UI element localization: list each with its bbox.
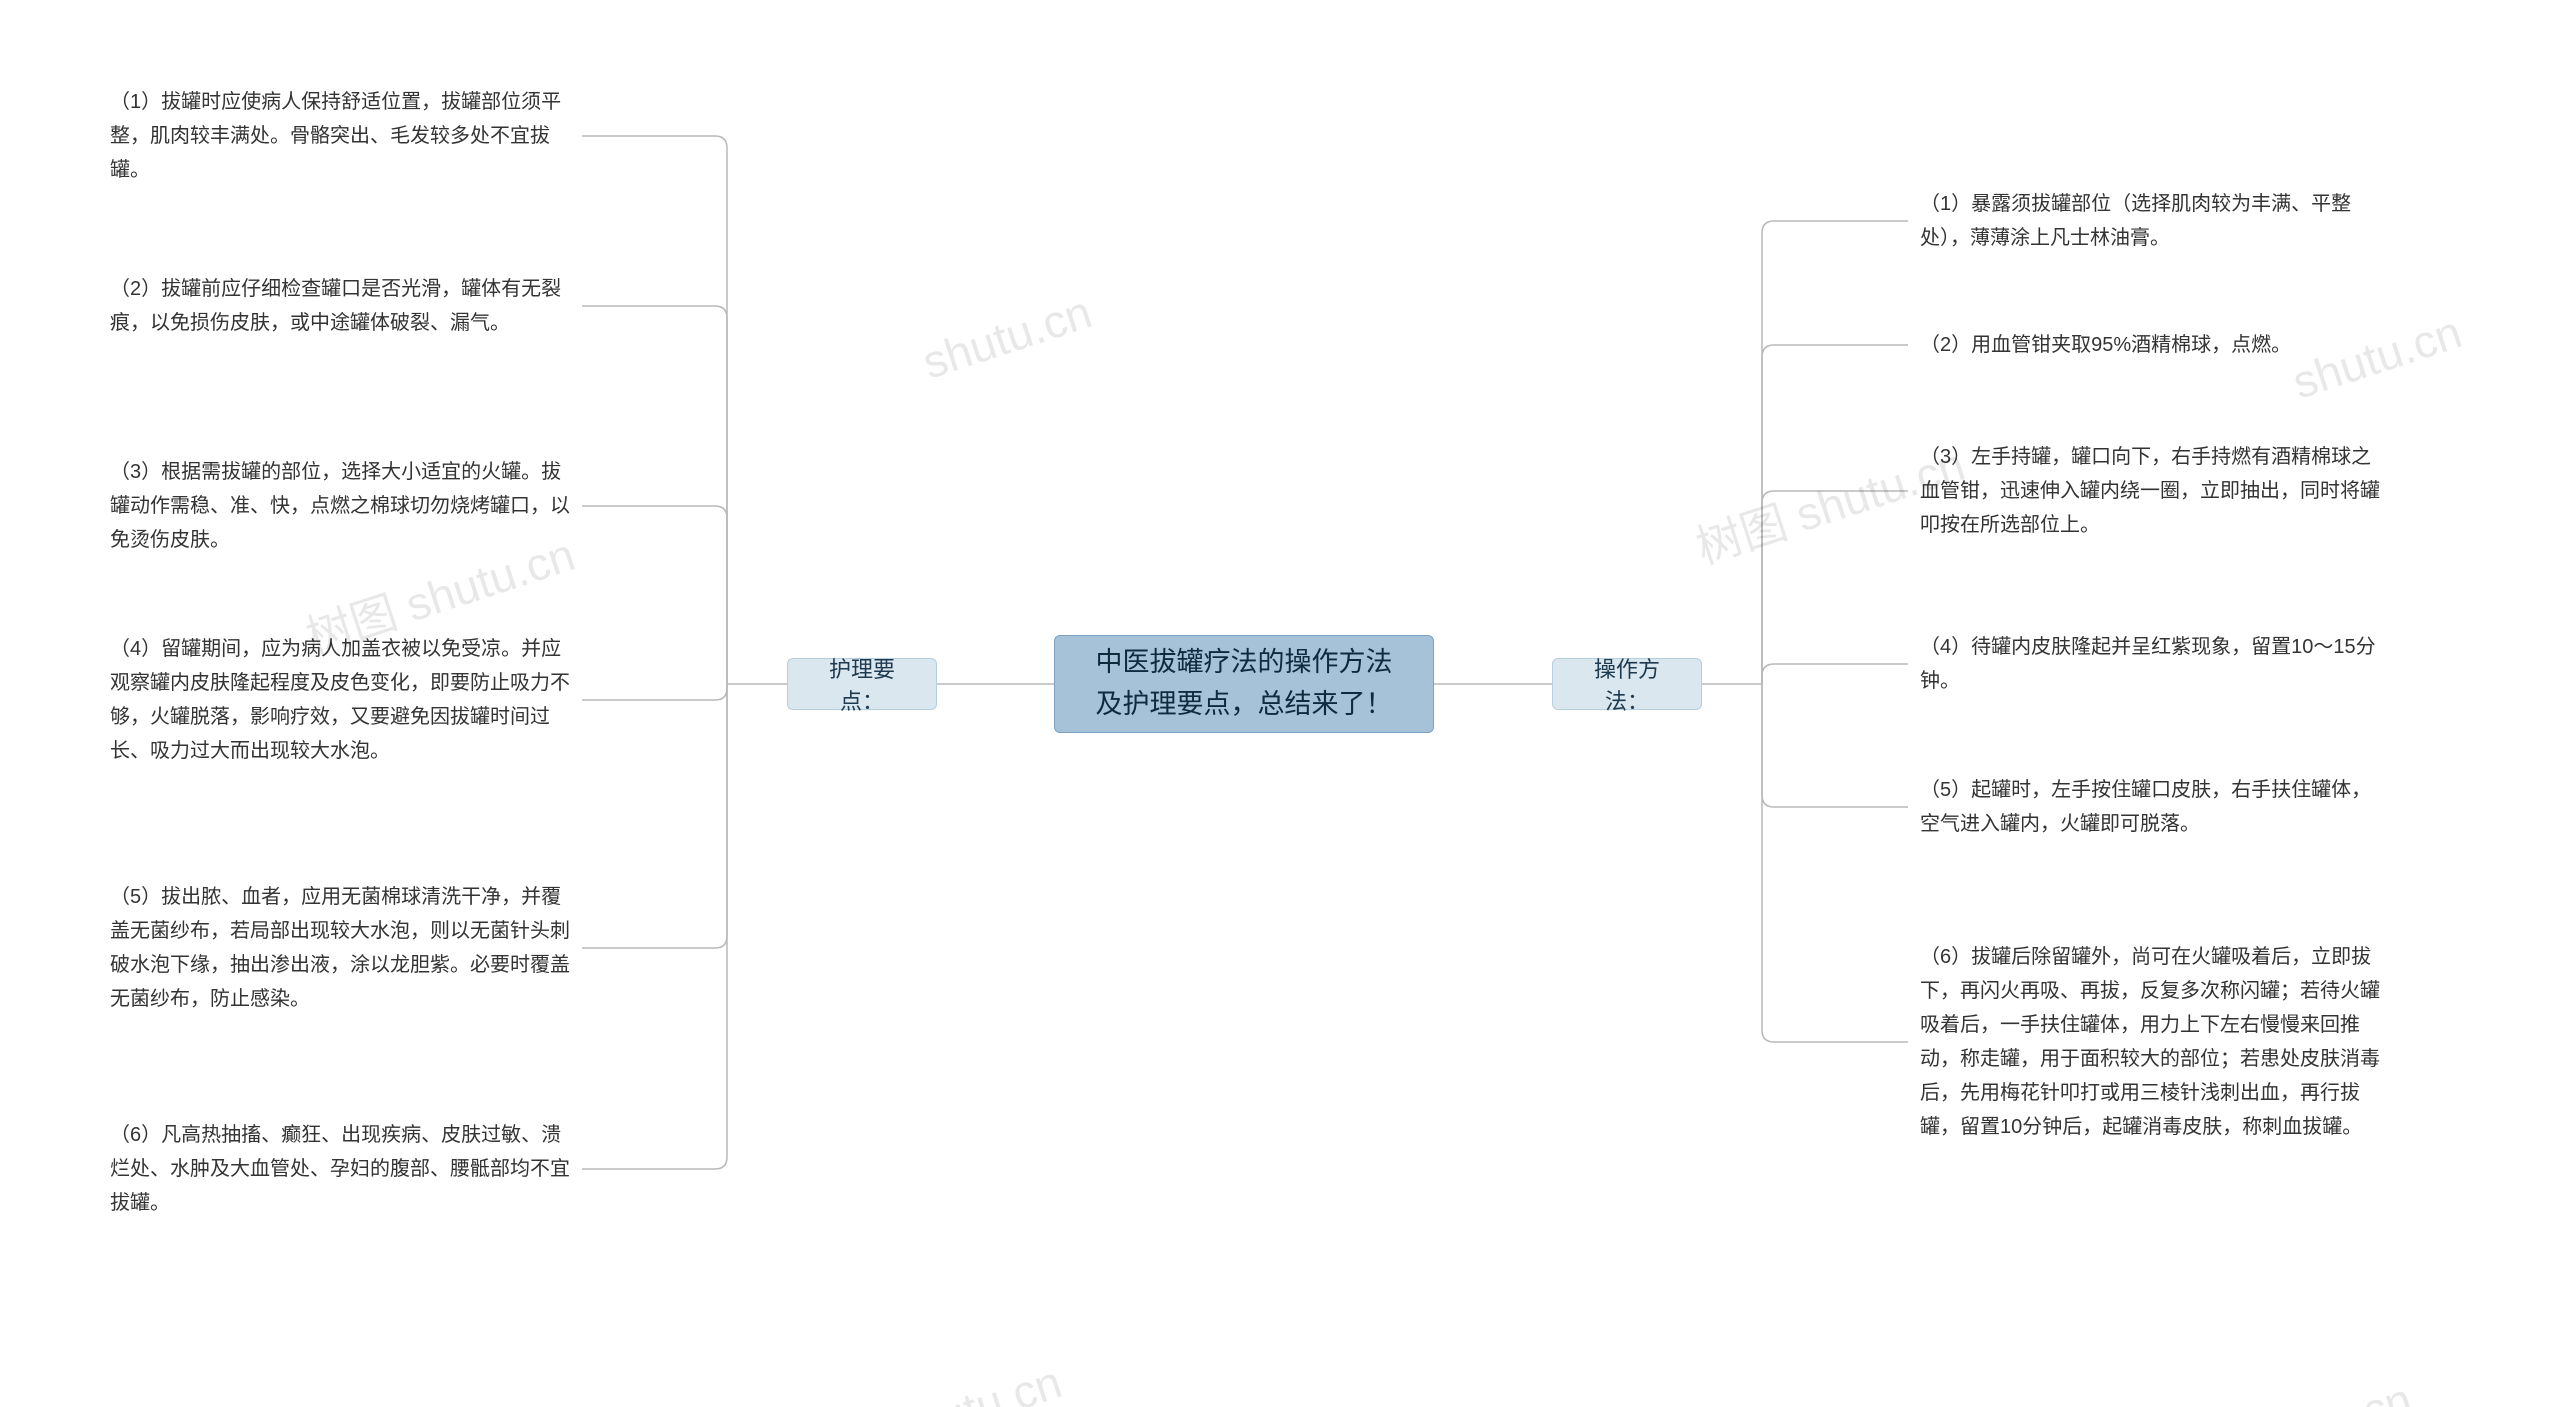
watermark: shutu.cn — [916, 284, 1098, 389]
branch-left: 护理要点： — [787, 658, 937, 710]
leaf-node: （1）拔罐时应使病人保持舒适位置，拔罐部位须平整，肌肉较丰满处。骨骼突出、毛发较… — [110, 85, 570, 187]
leaf-node: （5）起罐时，左手按住罐口皮肤，右手扶住罐体，空气进入罐内，火罐即可脱落。 — [1920, 773, 2380, 841]
leaf-node: （4）留罐期间，应为病人加盖衣被以免受凉。并应观察罐内皮肤隆起程度及皮色变化，即… — [110, 632, 570, 768]
watermark: shutu.cn — [886, 1354, 1068, 1407]
branch-left-label: 护理要点： — [810, 652, 914, 716]
root-label: 中医拔罐疗法的操作方法 及护理要点，总结来了！ — [1096, 642, 1393, 726]
leaf-node: （2）用血管钳夹取95%酒精棉球，点燃。 — [1920, 328, 2380, 362]
root-node: 中医拔罐疗法的操作方法 及护理要点，总结来了！ — [1054, 635, 1434, 733]
leaf-node: （6）拔罐后除留罐外，尚可在火罐吸着后，立即拔下，再闪火再吸、再拔，反复多次称闪… — [1920, 940, 2380, 1144]
leaf-node: （6）凡高热抽搐、癫狂、出现疾病、皮肤过敏、溃烂处、水肿及大血管处、孕妇的腹部、… — [110, 1118, 570, 1220]
branch-right: 操作方法： — [1552, 658, 1702, 710]
leaf-node: （5）拔出脓、血者，应用无菌棉球清洗干净，并覆盖无菌纱布，若局部出现较大水泡，则… — [110, 880, 570, 1016]
leaf-node: （3）左手持罐，罐口向下，右手持燃有酒精棉球之血管钳，迅速伸入罐内绕一圈，立即抽… — [1920, 440, 2380, 542]
watermark: .cn — [2343, 1372, 2418, 1407]
leaf-node: （4）待罐内皮肤隆起并呈红紫现象，留置10～15分钟。 — [1920, 630, 2380, 698]
leaf-node: （2）拔罐前应仔细检查罐口是否光滑，罐体有无裂痕，以免损伤皮肤，或中途罐体破裂、… — [110, 272, 570, 340]
leaf-node: （3）根据需拔罐的部位，选择大小适宜的火罐。拔罐动作需稳、准、快，点燃之棉球切勿… — [110, 455, 570, 557]
leaf-node: （1）暴露须拔罐部位（选择肌肉较为丰满、平整处），薄薄涂上凡士林油膏。 — [1920, 187, 2380, 255]
branch-right-label: 操作方法： — [1575, 652, 1679, 716]
